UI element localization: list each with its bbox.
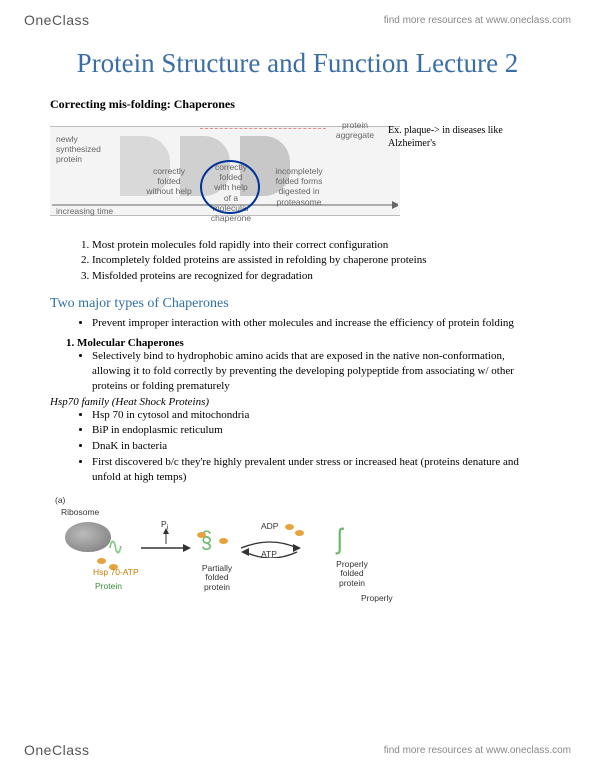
annotation-alzheimers: Ex. plaque-> in diseases like Alzheimer'… — [388, 124, 528, 150]
list-item: Misfolded proteins are recognized for de… — [92, 269, 545, 284]
numbered-list: Most protein molecules fold rapidly into… — [92, 238, 545, 284]
label-proper2: Properly — [361, 594, 393, 603]
molecular-bullet-list: Selectively bind to hydrophobic amino ac… — [92, 349, 545, 394]
hsp-bullet-list: Hsp 70 in cytosol and mitochondria BiP i… — [92, 408, 545, 485]
circle-annotation — [200, 160, 260, 214]
protein-squiggle-3: ʃ — [337, 523, 342, 557]
page-header: OneClass find more resources at www.onec… — [0, 6, 595, 34]
hsp-blob — [285, 524, 294, 530]
subheading-two-types: Two major types of Chaperones — [50, 296, 545, 312]
hsp-blob — [295, 530, 304, 536]
arrow-up-icon — [161, 528, 171, 544]
brand-logo: OneClass — [24, 12, 89, 28]
brand-logo: OneClass — [24, 742, 89, 758]
label-hsp: Hsp 70-ATP — [93, 568, 139, 577]
hsp-blob — [219, 538, 228, 544]
list-item: Most protein molecules fold rapidly into… — [92, 238, 545, 253]
list-item: Incompletely folded proteins are assiste… — [92, 253, 545, 268]
label-proper: Properly folded protein — [327, 560, 377, 588]
hsp-blob — [97, 558, 106, 564]
hsp-blob — [197, 532, 206, 538]
label-aggregate: protein aggregate — [330, 120, 380, 140]
page-footer: OneClass find more resources at www.onec… — [0, 736, 595, 764]
label-partial: Partially folded protein — [193, 564, 241, 592]
protein-squiggle-1: ∿ — [107, 531, 124, 561]
label-adp: ADP — [261, 522, 278, 531]
page-title: Protein Structure and Function Lecture 2 — [50, 48, 545, 79]
document-content: Protein Structure and Function Lecture 2… — [50, 48, 545, 730]
intro-bullet-list: Prevent improper interaction with other … — [92, 316, 545, 331]
label-protein: Protein — [95, 582, 122, 591]
label-ribosome: Ribosome — [61, 508, 99, 517]
footer-link-text: find more resources at www.oneclass.com — [384, 745, 571, 756]
dashed-arrow — [200, 128, 326, 129]
list-item: BiP in endoplasmic reticulum — [92, 423, 545, 438]
ribosome-shape — [65, 522, 111, 552]
diagram-hsp70-cycle: (a) Ribosome ∿ Hsp 70-ATP Protein Pi § P… — [50, 493, 430, 603]
label-correct-no-help: correctly folded without help — [142, 166, 196, 197]
arrow-icon — [241, 538, 301, 558]
diagram-misfolding: newly synthesized protein correctly fold… — [50, 118, 545, 228]
list-item: First discovered b/c they're highly prev… — [92, 455, 545, 485]
header-link-text: find more resources at www.oneclass.com — [384, 15, 571, 26]
list-item: Prevent improper interaction with other … — [92, 316, 545, 331]
panel-label: (a) — [55, 496, 65, 505]
hsp-header: Hsp70 family (Heat Shock Proteins) — [50, 396, 545, 408]
section-heading-chaperones: Correcting mis-folding: Chaperones — [50, 97, 545, 112]
list-item: Selectively bind to hydrophobic amino ac… — [92, 349, 545, 394]
list-item: DnaK in bacteria — [92, 439, 545, 454]
label-newly: newly synthesized protein — [56, 134, 112, 165]
list-item: Hsp 70 in cytosol and mitochondria — [92, 408, 545, 423]
subheading-molecular: 1. Molecular Chaperones — [66, 337, 545, 349]
